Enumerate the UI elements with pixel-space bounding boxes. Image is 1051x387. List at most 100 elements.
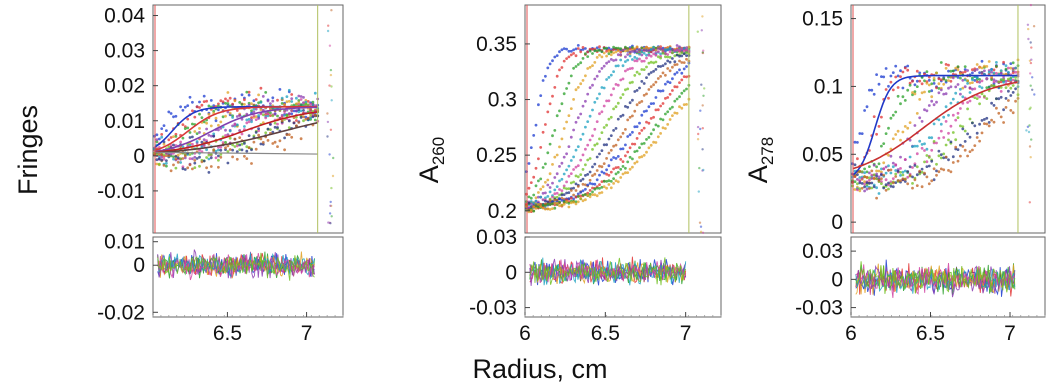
scan-point <box>619 58 623 62</box>
scan-point <box>607 52 611 56</box>
scan-point <box>633 109 637 113</box>
scan-point <box>165 164 168 168</box>
scan-point <box>602 185 606 189</box>
scan-point <box>539 177 543 181</box>
scan-points <box>525 83 691 213</box>
scan-point <box>235 109 239 112</box>
scan-point <box>612 156 615 159</box>
scan-point <box>612 107 615 111</box>
scan-point <box>285 95 289 98</box>
scan-point <box>257 101 260 105</box>
scan-point <box>544 204 547 208</box>
scan-point <box>973 79 977 82</box>
scan-point <box>942 168 946 172</box>
scan-point <box>313 118 317 122</box>
scan-point <box>975 76 979 80</box>
scan-point <box>973 69 977 72</box>
scan-point <box>188 153 192 156</box>
scan-point <box>188 131 192 134</box>
scan-points <box>851 79 1020 190</box>
scan-point <box>872 163 876 167</box>
scan-point <box>529 196 533 200</box>
scan-point <box>963 78 967 82</box>
scan-point <box>167 138 171 142</box>
scan-point <box>588 178 592 182</box>
scan-point <box>544 180 547 184</box>
scan-point <box>911 79 914 83</box>
scan-point <box>257 133 260 137</box>
scan-point <box>971 68 974 72</box>
scan-point <box>621 77 625 81</box>
scan-point <box>302 119 305 123</box>
scan-point <box>572 52 575 55</box>
edge-point <box>703 87 706 90</box>
scan-point <box>956 76 960 79</box>
scan-point <box>877 192 881 195</box>
edge-point <box>696 125 700 129</box>
scan-point <box>956 111 960 115</box>
scan-point <box>685 46 688 49</box>
scan-point <box>635 57 639 60</box>
scan-point <box>624 55 627 59</box>
scan-point <box>162 157 166 161</box>
scan-point <box>174 155 178 158</box>
scan-point <box>567 205 571 209</box>
scan-point <box>595 56 599 59</box>
scan-point <box>978 71 981 74</box>
scan-point <box>172 115 175 119</box>
scan-point <box>954 66 958 70</box>
scan-point <box>209 124 213 128</box>
scan-point <box>668 55 672 59</box>
scan-point <box>638 48 641 52</box>
scan-point <box>678 95 681 99</box>
scan-point <box>198 100 201 104</box>
scan-point <box>612 70 615 73</box>
scan-point <box>920 170 924 174</box>
scan-point <box>685 48 688 52</box>
scan-point <box>609 58 613 61</box>
edge-point <box>329 222 332 225</box>
scan-point <box>942 77 946 81</box>
scan-point <box>935 71 938 75</box>
scan-point <box>581 168 585 171</box>
y-tick-label: 0 <box>133 145 145 168</box>
scan-point <box>685 57 688 61</box>
y-tick-label: 0.02 <box>104 75 145 98</box>
scan-point <box>612 45 615 49</box>
edge-point <box>701 148 704 151</box>
scan-point <box>633 161 637 165</box>
scan-point <box>595 120 599 123</box>
scan-point <box>944 79 948 82</box>
scan-point <box>995 64 998 68</box>
scan-point <box>987 60 991 63</box>
scan-point <box>990 70 993 74</box>
scan-point <box>238 148 242 152</box>
scan-point <box>558 109 561 113</box>
scan-point <box>217 123 220 127</box>
edge-point <box>1031 88 1034 92</box>
scan-point <box>619 147 623 151</box>
scan-point <box>1014 70 1017 74</box>
scan-point <box>527 195 531 199</box>
scan-point <box>527 201 531 205</box>
scan-point <box>551 94 554 98</box>
scan-point <box>995 71 998 75</box>
edge-point <box>1030 138 1033 141</box>
scan-point <box>894 175 898 178</box>
scan-point <box>183 125 187 128</box>
scan-point <box>299 137 303 141</box>
scan-point <box>951 155 955 159</box>
scan-point <box>553 206 557 210</box>
scan-point <box>682 49 686 53</box>
scan-point <box>605 46 608 50</box>
scan-point <box>661 48 665 51</box>
x-tick-label: 7 <box>680 322 692 345</box>
scan-point <box>949 101 953 105</box>
scan-point <box>968 91 972 94</box>
scan-point <box>978 102 981 106</box>
scan-point <box>640 50 644 54</box>
scan-point <box>558 50 561 54</box>
scan-point <box>937 82 941 86</box>
scan-point <box>915 69 919 73</box>
